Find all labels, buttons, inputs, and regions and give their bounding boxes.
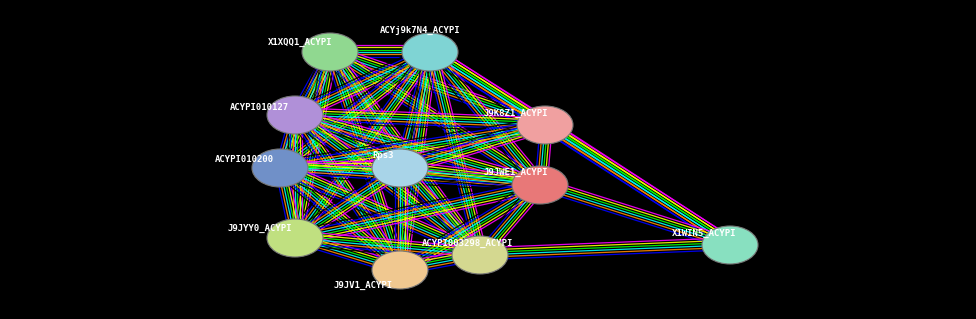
Text: ACYPI003298_ACYPI: ACYPI003298_ACYPI	[422, 238, 513, 248]
Ellipse shape	[512, 166, 568, 204]
Ellipse shape	[372, 251, 428, 289]
Ellipse shape	[702, 226, 758, 264]
Text: J9JWE1_ACYPI: J9JWE1_ACYPI	[484, 167, 549, 176]
Text: Rps3: Rps3	[372, 152, 393, 160]
Text: X1XQQ1_ACYPI: X1XQQ1_ACYPI	[268, 37, 333, 47]
Ellipse shape	[252, 149, 308, 187]
Text: J9JV1_ACYPI: J9JV1_ACYPI	[334, 280, 393, 290]
Text: X1WIN5_ACYPI: X1WIN5_ACYPI	[672, 228, 737, 238]
Ellipse shape	[267, 96, 323, 134]
Ellipse shape	[372, 149, 428, 187]
Text: J9K8Z1_ACYPI: J9K8Z1_ACYPI	[484, 108, 549, 118]
Ellipse shape	[267, 219, 323, 257]
Text: J9JYY0_ACYPI: J9JYY0_ACYPI	[228, 223, 293, 233]
Ellipse shape	[402, 33, 458, 71]
Ellipse shape	[452, 236, 508, 274]
Text: ACYPI010200: ACYPI010200	[215, 155, 274, 165]
Ellipse shape	[517, 106, 573, 144]
Ellipse shape	[302, 33, 358, 71]
Text: ACYPI010127: ACYPI010127	[230, 103, 289, 113]
Text: ACYj9k7N4_ACYPI: ACYj9k7N4_ACYPI	[380, 26, 461, 34]
